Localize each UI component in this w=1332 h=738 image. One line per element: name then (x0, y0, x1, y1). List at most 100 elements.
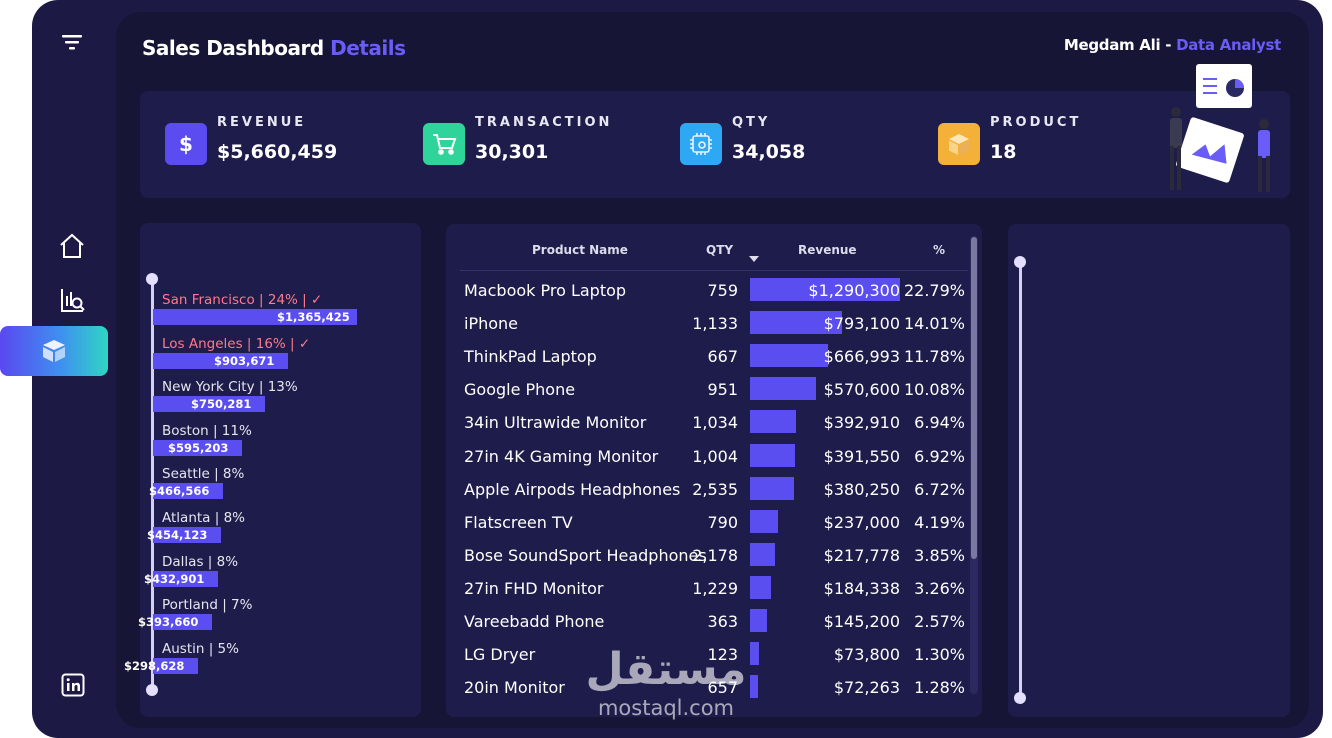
table-row[interactable]: 27in 4K Gaming Monitor 1,004 $391,550 6.92% (446, 439, 976, 472)
product-name: 20in Monitor (464, 678, 565, 698)
city-value: $298,628 (124, 658, 185, 673)
revenue-bar (750, 476, 794, 500)
revenue-bar (750, 642, 759, 666)
revenue-bar (750, 377, 816, 401)
city-bar[interactable] (153, 614, 212, 631)
revenue-bar (750, 509, 778, 533)
city-label[interactable]: New York City | 13% (162, 379, 298, 396)
city-bar[interactable] (153, 309, 357, 325)
product-percent: 2.57% (914, 612, 965, 631)
table-scrollbar-thumb[interactable] (971, 237, 977, 559)
table-row[interactable]: 20in Monitor 657 $72,263 1.28% (446, 670, 976, 703)
right-slider-handle-bottom[interactable] (1014, 692, 1026, 704)
kpi-label: PRODUCT (990, 115, 1082, 130)
product-name: LG Dryer (464, 645, 536, 665)
product-name: iPhone (464, 314, 519, 334)
product-percent: 4.19% (914, 512, 965, 532)
product-qty: 1,034 (692, 413, 738, 433)
table-row[interactable]: Macbook Pro Laptop 759 $1,290,300 22.79% (446, 273, 976, 306)
linkedin-icon[interactable] (60, 672, 86, 698)
revenue-bar (750, 609, 767, 632)
city-bar[interactable] (153, 396, 265, 413)
product-percent: 1.30% (914, 645, 965, 665)
table-row[interactable]: Vareebadd Phone 363 $145,200 2.57% (446, 604, 976, 637)
column-header-percent[interactable]: % (933, 243, 946, 257)
city-label[interactable]: Dallas | 8% (162, 553, 239, 570)
revenue-bar (750, 311, 842, 335)
product-qty: 790 (707, 512, 738, 532)
author-role: Data Analyst (1176, 36, 1281, 54)
city-bar[interactable] (153, 439, 242, 456)
page-title-highlight: Details (330, 36, 406, 60)
product-table-panel (446, 224, 982, 717)
city-label[interactable]: San Francisco | 24% | ✓ (162, 292, 323, 308)
city-bar[interactable] (153, 483, 223, 500)
product-name: 27in FHD Monitor (464, 578, 604, 598)
watermark-latin: mostaql.com (597, 696, 735, 720)
product-revenue: $237,000 (823, 512, 900, 532)
box-icon (41, 338, 67, 364)
table-row[interactable]: 27in FHD Monitor 1,229 $184,338 3.26% (446, 571, 976, 604)
dollar-icon: $ (165, 123, 207, 165)
revenue-bar (750, 542, 775, 566)
product-revenue: $73,800 (833, 645, 900, 665)
chart-search-icon[interactable] (56, 284, 88, 316)
city-bar[interactable] (153, 570, 218, 587)
table-row[interactable]: Apple Airpods Headphones 2,535 $380,250 6.7… (446, 472, 976, 505)
column-header-qty[interactable]: QTY (706, 243, 734, 257)
product-qty: 667 (707, 347, 738, 367)
city-bar[interactable] (153, 657, 198, 674)
home-icon[interactable] (56, 230, 88, 262)
city-label[interactable]: Atlanta | 8% (162, 510, 245, 526)
watermark-arabic: مستقل (585, 644, 747, 695)
table-row[interactable]: Bose SoundSport Headphones 2,178 $217,778 3… (446, 538, 976, 571)
city-value: $393,660 (138, 615, 199, 630)
table-row[interactable]: ThinkPad Laptop 667 $666,993 11.78% (446, 339, 976, 372)
product-qty: 759 (707, 281, 738, 300)
product-revenue: $570,600 (823, 380, 900, 400)
kpi-value: 18 (990, 141, 1017, 163)
right-slider-track[interactable] (1019, 262, 1022, 698)
city-label[interactable]: Los Angeles | 16% | ✓ (162, 335, 311, 352)
product-percent: 1.28% (914, 678, 965, 698)
kpi-label: REVENUE (217, 115, 307, 130)
product-qty: 1,229 (692, 578, 738, 598)
right-slider-handle-top[interactable] (1014, 256, 1026, 268)
column-header-revenue[interactable]: Revenue (798, 243, 857, 257)
product-percent: 6.92% (914, 446, 965, 466)
table-row[interactable]: Flatscreen TV 790 $237,000 4.19% (446, 505, 976, 538)
city-slider-handle-bottom[interactable] (146, 684, 158, 696)
column-header-product-name[interactable]: Product Name (532, 243, 628, 257)
product-percent: 14.01% (903, 314, 965, 334)
city-bar[interactable] (153, 352, 288, 369)
product-name: Google Phone (464, 380, 576, 400)
city-label[interactable]: Seattle | 8% (162, 466, 245, 483)
table-row[interactable]: Google Phone 951 $570,600 10.08% (446, 372, 976, 405)
table-row[interactable]: iPhone 1,133 $793,100 14.01% (446, 306, 976, 339)
product-revenue: $380,250 (823, 479, 900, 499)
city-label[interactable]: Portland | 7% (162, 597, 253, 614)
kpi-label: QTY (732, 115, 771, 130)
city-slider-track[interactable] (151, 279, 154, 689)
product-name: ThinkPad Laptop (464, 347, 597, 367)
city-slider-handle-top[interactable] (146, 273, 158, 285)
product-box-icon (938, 123, 980, 165)
table-row[interactable]: LG Dryer 123 $73,800 1.30% (446, 637, 976, 670)
city-label[interactable]: Austin | 5% (162, 640, 239, 657)
kpi-label: TRANSACTION (475, 115, 613, 130)
sort-desc-icon[interactable] (748, 255, 760, 263)
author: Megdam Ali - Data Analyst (1064, 36, 1281, 54)
city-value: $432,901 (144, 571, 205, 586)
table-row[interactable]: 34in Ultrawide Monitor 1,034 $392,910 6.94% (446, 405, 976, 438)
city-value: $1,365,425 (277, 310, 350, 324)
city-label[interactable]: Boston | 11% (162, 422, 252, 439)
product-revenue: $145,200 (823, 612, 900, 631)
city-panel (140, 223, 421, 717)
sidebar-item-products[interactable] (0, 326, 108, 376)
city-bar[interactable] (153, 527, 221, 543)
product-name: 34in Ultrawide Monitor (464, 413, 647, 433)
filter-icon[interactable] (56, 28, 88, 56)
product-percent: 3.85% (914, 545, 965, 565)
cart-icon (423, 123, 465, 165)
analyst-illustration (1160, 60, 1286, 196)
